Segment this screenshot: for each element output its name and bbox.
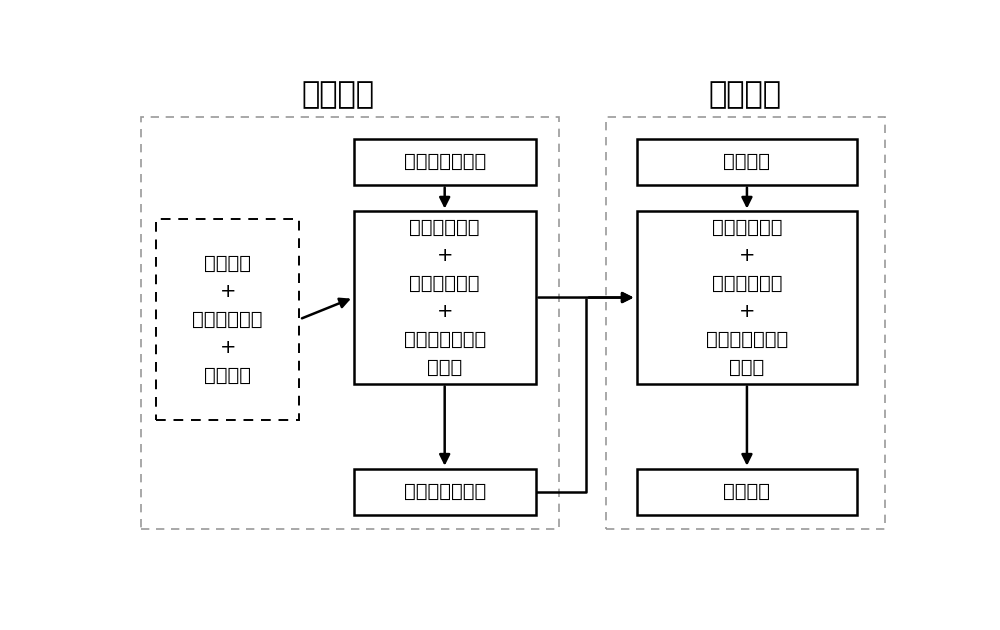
Bar <box>354 469 536 515</box>
Text: 测试结果: 测试结果 <box>723 482 770 501</box>
Text: 特征提取网络
+
候选区域网络
+
快速区域卷积神
经网络: 特征提取网络 + 候选区域网络 + 快速区域卷积神 经网络 <box>404 218 486 377</box>
Bar <box>156 219 299 420</box>
Bar <box>354 139 536 185</box>
Text: 前向传播
+
梯度下降算法
+
反向传播: 前向传播 + 梯度下降算法 + 反向传播 <box>192 254 263 385</box>
Bar <box>606 117 885 529</box>
Text: 特征提取网络
+
候选区域网络
+
快速区域卷积神
经网络: 特征提取网络 + 候选区域网络 + 快速区域卷积神 经网络 <box>706 218 788 377</box>
Text: 测试图片: 测试图片 <box>723 152 770 171</box>
Bar <box>637 139 857 185</box>
Bar <box>637 469 857 515</box>
Text: 训练部分: 训练部分 <box>302 81 375 110</box>
Text: 离线训练出模型: 离线训练出模型 <box>404 482 486 501</box>
Bar <box>354 212 536 384</box>
Text: 测试部分: 测试部分 <box>708 81 782 110</box>
Bar <box>637 212 857 384</box>
Bar <box>140 117 559 529</box>
Text: 带标注的训练集: 带标注的训练集 <box>404 152 486 171</box>
